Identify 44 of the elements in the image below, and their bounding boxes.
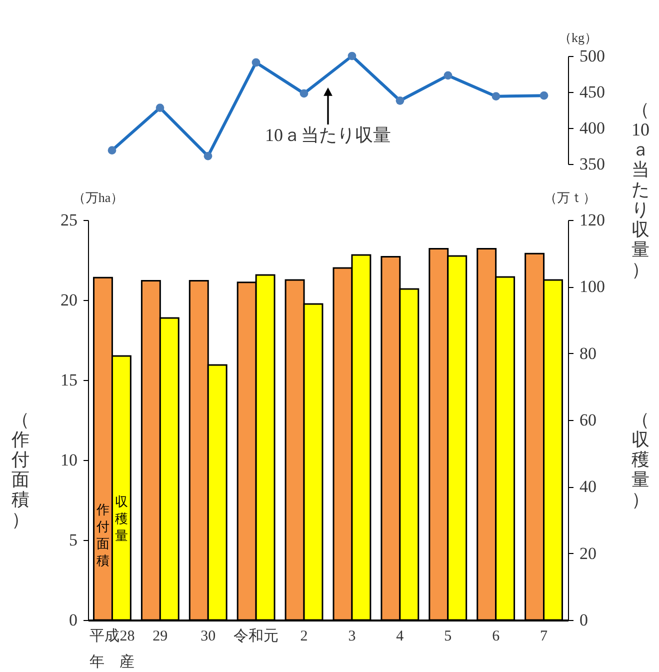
point xyxy=(156,104,164,112)
y-tick-label: 500 xyxy=(580,46,605,66)
y-tick-label: 10 xyxy=(60,450,78,470)
point xyxy=(444,71,452,80)
y-tick-label: 0 xyxy=(69,610,78,630)
point xyxy=(108,146,116,154)
y2-axis-title: （収穫量） xyxy=(632,410,650,510)
point xyxy=(396,96,404,105)
y2-tick-label: 120 xyxy=(580,210,605,230)
y2-tick-label: 80 xyxy=(580,344,596,363)
point xyxy=(204,152,212,160)
y2-tick-label: 40 xyxy=(580,477,596,496)
y2-tick-label: 100 xyxy=(580,277,605,296)
y-tick-label: 350 xyxy=(580,154,605,174)
y-axis-title: （作付面積） xyxy=(10,410,30,530)
text: （万ha） xyxy=(72,190,124,205)
series-label: 作付面積 xyxy=(95,502,110,568)
point xyxy=(540,91,548,100)
series-label: 収穫量 xyxy=(114,494,128,543)
y-tick-label: 25 xyxy=(60,210,78,230)
x-tick-label: 29 xyxy=(152,628,168,644)
x-tick-label: 令和元 xyxy=(234,628,279,644)
point xyxy=(300,89,308,98)
text: （10ａ当たり収量） xyxy=(632,100,650,280)
x-tick-label: 5 xyxy=(444,628,452,644)
text: （kg） xyxy=(558,30,598,45)
y-tick-label: 5 xyxy=(69,530,78,550)
x-tick-label: 7 xyxy=(540,628,548,644)
x-tick-label: 2 xyxy=(300,628,308,644)
point xyxy=(348,52,356,60)
x-tick-label: 3 xyxy=(348,628,356,644)
y-tick-label: 20 xyxy=(60,290,78,310)
point xyxy=(252,58,260,67)
x-tick-label: 30 xyxy=(200,628,216,644)
text: （万ｔ） xyxy=(544,190,596,205)
x-tick-label: 4 xyxy=(396,628,404,644)
x-tick-label: 平成28 年 産 xyxy=(90,628,135,670)
y2-tick-label: 60 xyxy=(580,410,596,430)
annotation: 10ａ当たり収量 xyxy=(265,125,391,145)
point xyxy=(492,92,500,100)
y-tick-label: 15 xyxy=(60,370,78,390)
y-tick-label: 400 xyxy=(580,118,605,138)
x-tick-label: 6 xyxy=(492,628,500,644)
y-tick-label: 450 xyxy=(580,82,605,102)
